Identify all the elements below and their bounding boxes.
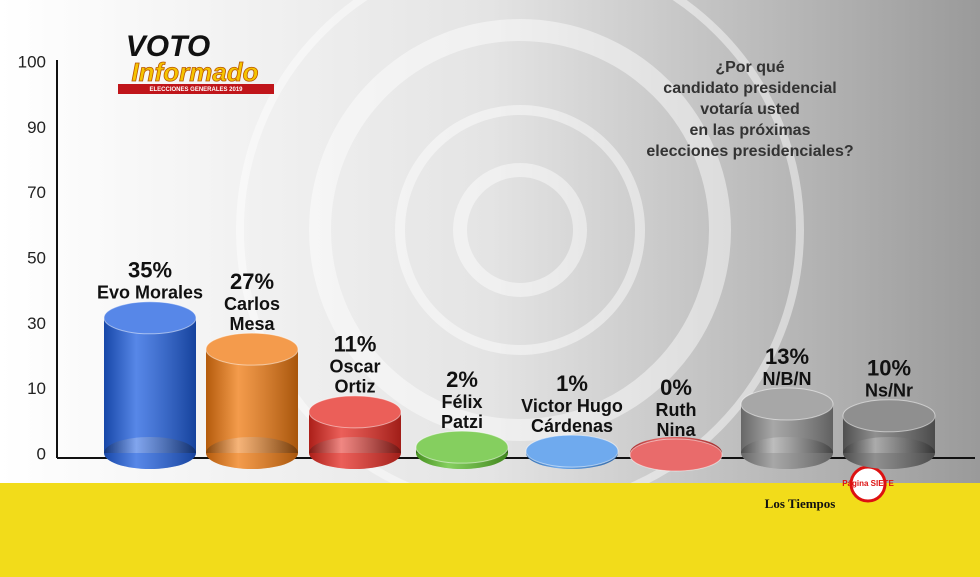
y-axis-label: 50 [27,248,46,267]
bar-cap-light [104,301,196,334]
value-label: 0% [660,375,692,400]
y-axis-label: 0 [37,444,46,463]
title: candidato presidencial [663,80,836,97]
category-label: Evo Morales [97,283,203,303]
logo-bar [118,84,274,94]
value-label: 35% [128,258,172,283]
category-label: Oscar [329,357,380,377]
title: ¿Por qué [715,59,784,76]
bar-cap [103,301,197,335]
y-axis-label: 10 [27,379,46,398]
category-label: Carlos [224,294,280,314]
category-label: Nina [656,420,696,440]
logo-line3: ELECCIONES GENERALES 2019 [149,87,243,93]
title: elecciones presidenciales? [646,143,853,160]
value-label: 11% [334,332,377,357]
y-axis-label: 30 [27,314,46,333]
title: votaría usted [700,101,800,118]
bar-shade [104,437,196,469]
source: Los Tiempos [765,496,836,511]
bar-cap-light [309,395,401,428]
bar-cap [415,430,509,464]
category-label: Ruth [656,400,697,420]
category-label: Ns/Nr [865,381,913,401]
category-label: Patzi [441,412,483,432]
category-label: Victor Hugo [521,396,623,416]
source: Página SIETE [842,479,894,488]
bar-shade [206,349,298,453]
bar-shade [309,437,401,469]
value-label: 1% [556,371,588,396]
bar-cap-light [206,333,298,366]
value-label: 27% [230,269,274,294]
bar-cap [205,332,299,366]
bar-cap-light [526,435,618,468]
bar-cap-light [843,399,935,432]
footer-band [0,483,980,577]
bar-cap-light [741,388,833,421]
bar-cap [842,399,936,433]
bar-shade [741,437,833,469]
title: en las próximas [690,122,811,139]
y-axis-label: 100 [18,52,46,71]
bar-cap-light [630,439,722,471]
bar-cap [629,438,723,472]
value-label: 10% [867,356,911,381]
value-label: 2% [446,367,478,392]
category-label: N/B/N [763,369,812,389]
value-label: 13% [765,344,809,369]
category-label: Ortiz [334,377,375,397]
bar-shade [843,437,935,469]
bar-shade [206,437,298,469]
bar-cap [525,434,619,468]
bar-cap [740,387,834,421]
logo-line1: VOTO [126,30,210,63]
y-axis-label: 70 [27,183,46,202]
y-axis-label: 90 [27,118,46,137]
bar-shade [104,317,196,453]
bar-cap [308,395,402,429]
logo-line2: Informado [131,57,258,87]
category-label: Mesa [229,314,275,334]
bar-cap-light [416,431,508,464]
category-label: Félix [441,392,482,412]
category-label: Cárdenas [531,416,613,436]
